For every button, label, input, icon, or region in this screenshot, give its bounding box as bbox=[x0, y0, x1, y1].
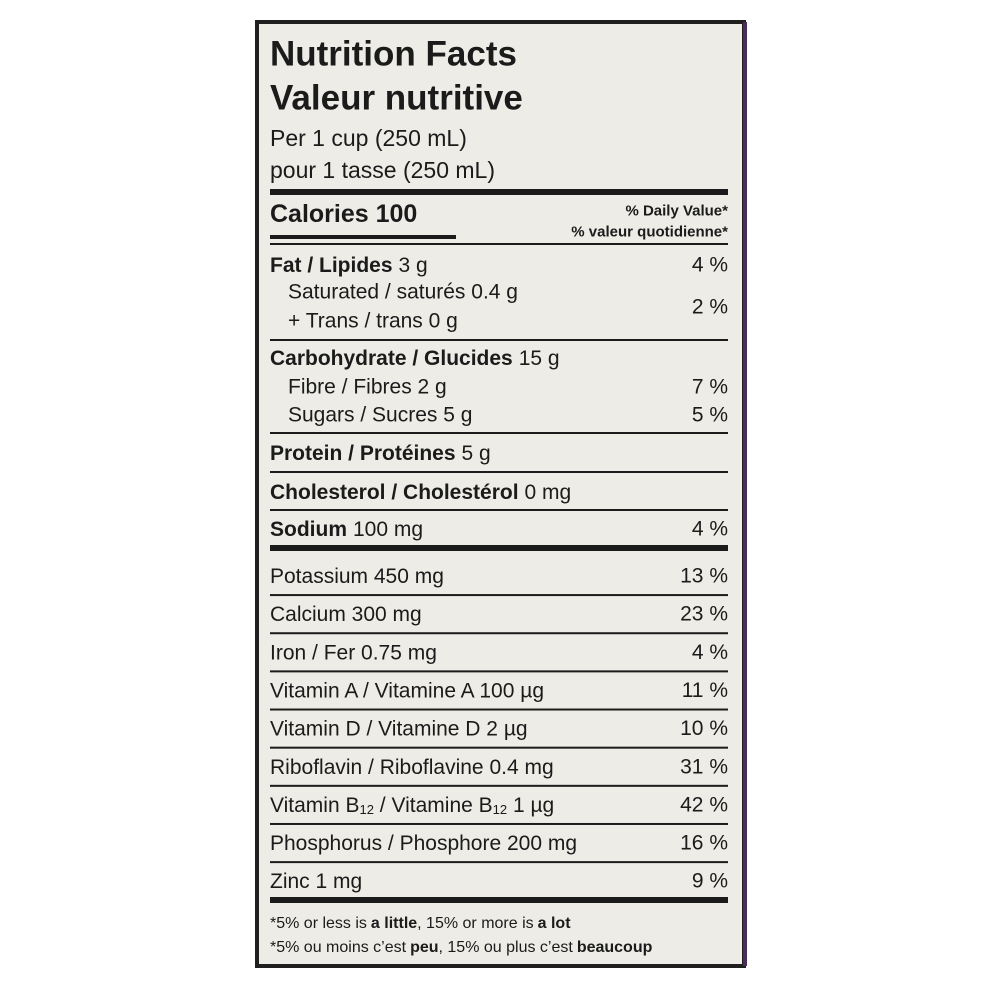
footnote-text: *5% ou moins c’est bbox=[270, 939, 407, 956]
thick-rule bbox=[270, 545, 728, 551]
mineral-row: Riboflavin / Riboflavine 0.4 mg bbox=[270, 755, 554, 778]
trans-row: + Trans / trans 0 g bbox=[288, 310, 458, 333]
footnote-text: , 15% ou plus c’est bbox=[439, 939, 574, 956]
nutrient-name: Sodium bbox=[270, 518, 347, 541]
rule bbox=[270, 432, 728, 434]
rule bbox=[270, 471, 728, 473]
calories: Calories 100 bbox=[270, 200, 417, 228]
label-text: Vitamin D / Vitamine D 2 µg bbox=[270, 717, 528, 740]
rule bbox=[270, 243, 728, 245]
footnote-text: , 15% or more is bbox=[417, 915, 533, 932]
footnote-bold: peu bbox=[410, 939, 438, 956]
nutrient-name: Protein / Protéines bbox=[270, 442, 456, 465]
serving-fr: pour 1 tasse (250 mL) bbox=[270, 157, 495, 183]
mineral-row: Vitamin B12 / Vitamine B12 1 µg bbox=[270, 793, 554, 816]
rule bbox=[270, 822, 728, 825]
calories-underline bbox=[270, 235, 456, 239]
thick-rule bbox=[270, 897, 728, 903]
footnote-text: *5% or less is bbox=[270, 915, 367, 932]
daily-value: 4 % bbox=[692, 518, 728, 541]
daily-value: 42 % bbox=[680, 793, 728, 816]
rule bbox=[270, 784, 728, 787]
daily-value: 5 % bbox=[692, 404, 728, 427]
mineral-row: Iron / Fer 0.75 mg bbox=[270, 641, 437, 664]
daily-value: 23 % bbox=[680, 603, 728, 626]
label-frame bbox=[255, 20, 746, 968]
fat-row: Fat / Lipides 3 g bbox=[270, 254, 428, 277]
rule bbox=[270, 861, 728, 864]
label-text: / Vitamine B bbox=[374, 793, 493, 816]
daily-value: 2 % bbox=[692, 296, 728, 319]
carbohydrate-row: Carbohydrate / Glucides 15 g bbox=[270, 347, 560, 370]
rule bbox=[270, 509, 728, 511]
footnote-bold: a little bbox=[371, 915, 417, 932]
label-text: Iron / Fer 0.75 mg bbox=[270, 641, 437, 664]
rule bbox=[270, 339, 728, 341]
cholesterol-row: Cholesterol / Cholestérol 0 mg bbox=[270, 481, 571, 504]
minerals: Potassium 450 mg 13 % Calcium 300 mg 23 % Ir… bbox=[270, 565, 728, 893]
serving-en: Per 1 cup (250 mL) bbox=[270, 125, 467, 151]
subscript: 12 bbox=[493, 801, 507, 816]
thick-rule bbox=[270, 189, 728, 195]
protein-row: Protein / Protéines 5 g bbox=[270, 442, 491, 465]
sodium-row: Sodium 100 mg bbox=[270, 518, 423, 541]
amount: 0 mg bbox=[525, 481, 572, 504]
mineral-row: Zinc 1 mg bbox=[270, 870, 362, 893]
footnote-fr: *5% ou moins c’est peu, 15% ou plus c’est… bbox=[270, 939, 653, 956]
daily-value: 9 % bbox=[692, 870, 728, 893]
saturated-row: Saturated / saturés 0.4 g bbox=[288, 281, 518, 304]
sugars-row: Sugars / Sucres 5 g bbox=[288, 404, 472, 427]
daily-value: 13 % bbox=[680, 565, 728, 588]
amount: 3 g bbox=[399, 254, 428, 277]
amount: 100 mg bbox=[353, 518, 423, 541]
mineral-row: Vitamin A / Vitamine A 100 µg bbox=[270, 679, 544, 702]
footnote-bold: a lot bbox=[538, 915, 572, 932]
rule bbox=[270, 746, 728, 749]
label-text: Vitamin A / Vitamine A 100 µg bbox=[270, 679, 544, 702]
daily-value: 31 % bbox=[680, 755, 728, 778]
nutrient-name: Fat / Lipides bbox=[270, 254, 393, 277]
daily-value: 11 % bbox=[682, 679, 728, 702]
rule bbox=[270, 594, 728, 597]
nutrient-name: Cholesterol / Cholestérol bbox=[270, 481, 519, 504]
daily-value: 4 % bbox=[692, 641, 728, 664]
title-en: Nutrition Facts bbox=[270, 35, 517, 74]
nutrient-name: Carbohydrate / Glucides bbox=[270, 347, 513, 370]
label-text: Zinc 1 mg bbox=[270, 870, 362, 893]
rule bbox=[270, 708, 728, 711]
label-text: Potassium 450 mg bbox=[270, 565, 444, 588]
label-text: 1 µg bbox=[507, 793, 554, 816]
mineral-row: Calcium 300 mg bbox=[270, 603, 422, 626]
fibre-row: Fibre / Fibres 2 g bbox=[288, 376, 447, 399]
subscript: 12 bbox=[360, 801, 374, 816]
daily-value: 7 % bbox=[692, 376, 728, 399]
daily-value: 10 % bbox=[680, 717, 728, 740]
daily-value: 4 % bbox=[692, 254, 728, 277]
dv-heading-en: % Daily Value* bbox=[625, 203, 728, 220]
label-text: Phosphorus / Phosphore 200 mg bbox=[270, 832, 577, 855]
rule bbox=[270, 632, 728, 635]
amount: 5 g bbox=[462, 442, 491, 465]
dv-heading-fr: % valeur quotidienne* bbox=[571, 224, 728, 241]
mineral-row: Vitamin D / Vitamine D 2 µg bbox=[270, 717, 528, 740]
label-text: Riboflavin / Riboflavine 0.4 mg bbox=[270, 755, 554, 778]
daily-value: 16 % bbox=[680, 832, 728, 855]
label-text: Vitamin B bbox=[270, 793, 360, 816]
rule bbox=[270, 670, 728, 673]
footnote-en: *5% or less is a little, 15% or more is a … bbox=[270, 915, 571, 932]
footnote-bold: beaucoup bbox=[577, 939, 653, 956]
mineral-row: Potassium 450 mg bbox=[270, 565, 444, 588]
amount: 15 g bbox=[519, 347, 560, 370]
label-text: Calcium 300 mg bbox=[270, 603, 422, 626]
mineral-row: Phosphorus / Phosphore 200 mg bbox=[270, 832, 577, 855]
title-fr: Valeur nutritive bbox=[270, 79, 523, 118]
